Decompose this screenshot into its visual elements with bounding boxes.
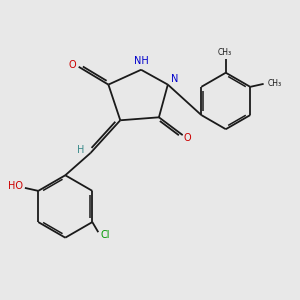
Text: N: N	[171, 74, 178, 84]
Text: H: H	[77, 145, 85, 155]
Text: Cl: Cl	[100, 230, 110, 240]
Text: CH₃: CH₃	[217, 48, 231, 57]
Text: HO: HO	[8, 182, 22, 191]
Text: CH₃: CH₃	[268, 79, 282, 88]
Text: O: O	[68, 60, 76, 70]
Text: O: O	[183, 133, 191, 143]
Text: NH: NH	[134, 56, 148, 66]
